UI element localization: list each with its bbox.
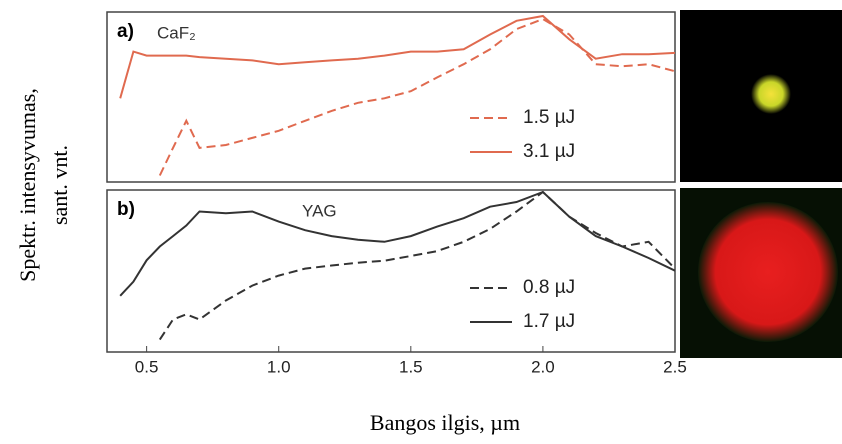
panel-title: YAG [302,201,337,220]
legend-label: 0.8 µJ [523,277,575,298]
panel-label: a) [117,21,134,42]
y-axis-label: sant. vnt. [47,145,72,225]
plot-frame [106,11,676,183]
legend-label: 1.5 µJ [523,107,575,128]
panel-label: b) [117,199,135,220]
plot-frame [106,189,676,353]
x-tick-label: 2.0 [531,357,555,376]
y-axis-label: Spektr. intensyvumas, [15,88,40,282]
series-line [158,190,676,341]
panel-title: CaF₂ [157,23,196,42]
x-axis-label: Bangos ilgis, µm [370,410,520,435]
series-line [158,17,676,176]
x-tick-label: 2.5 [663,357,687,376]
beam-spot [751,74,791,114]
x-tick-label: 1.5 [399,357,423,376]
series-line [119,14,676,99]
series-line [119,190,676,297]
x-tick-label: 0.5 [135,357,159,376]
beam-spot [698,202,838,342]
x-tick-label: 1.0 [267,357,291,376]
legend-label: 3.1 µJ [523,141,575,162]
legend-label: 1.7 µJ [523,311,575,332]
